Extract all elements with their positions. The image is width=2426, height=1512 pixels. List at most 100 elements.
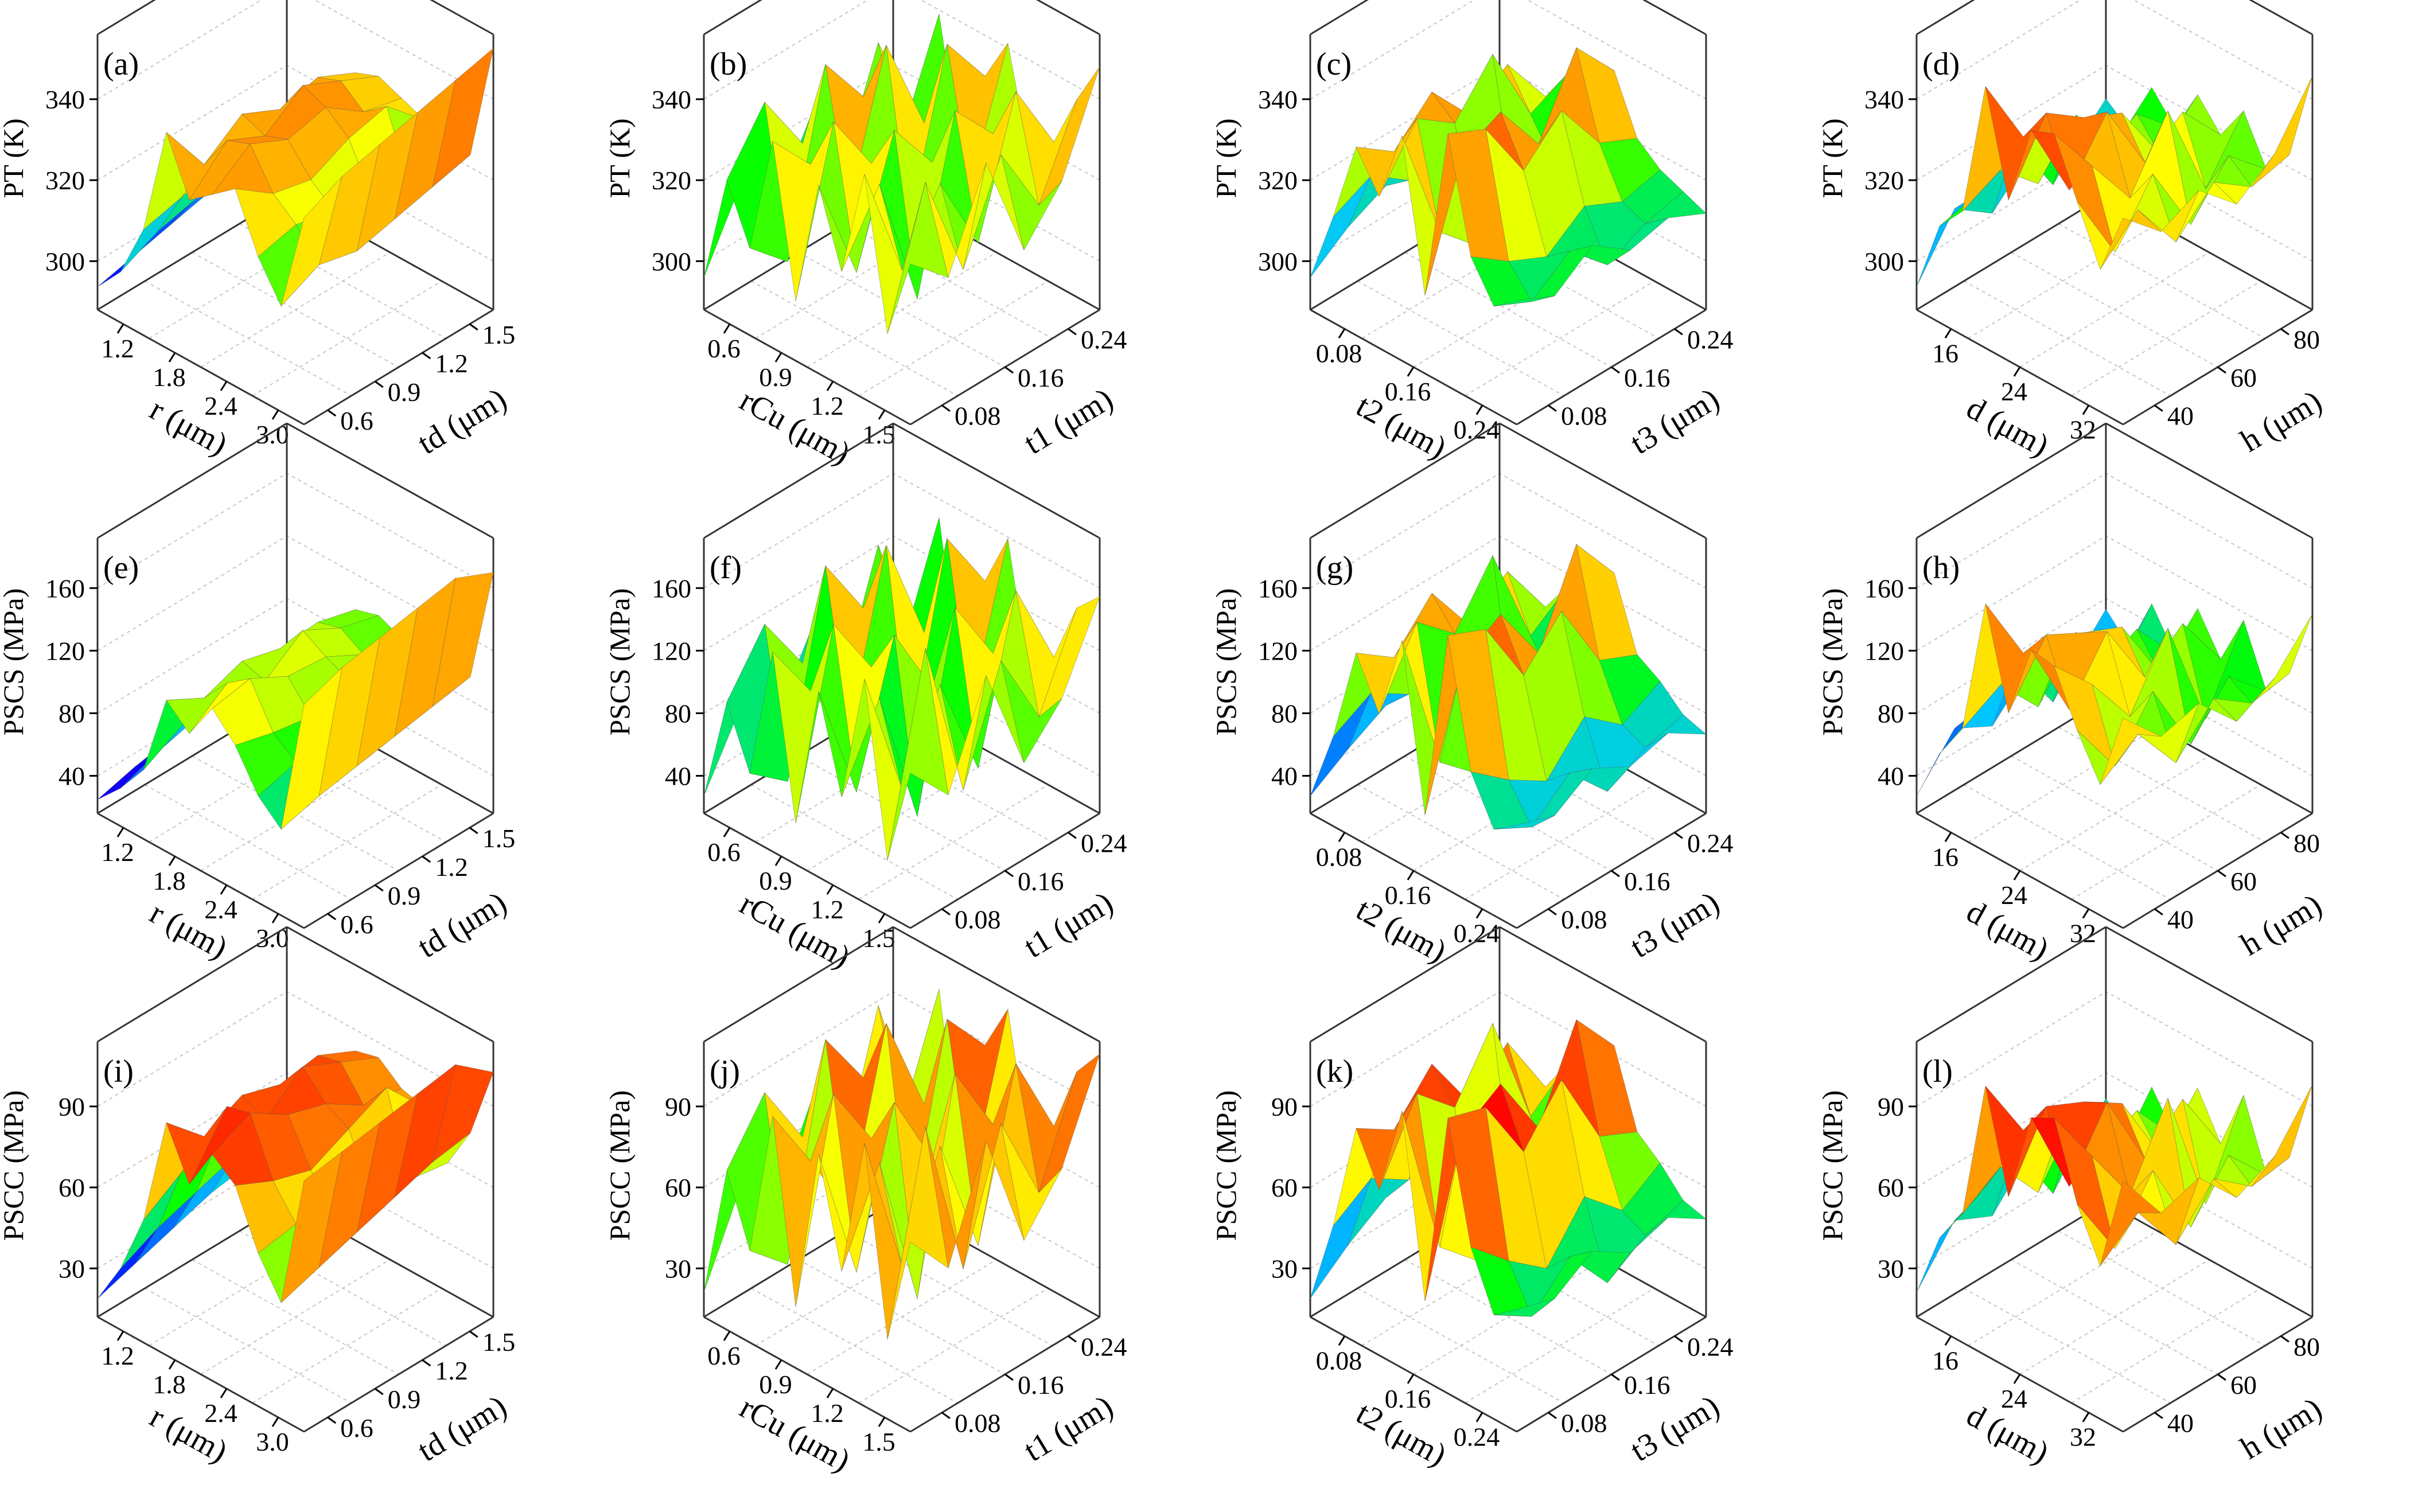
- y-tick-mark: [1611, 870, 1620, 878]
- floor-gridline: [755, 727, 945, 843]
- z-axis-label: PSCS (MPa): [0, 588, 29, 735]
- z-axis-label: PSCC (MPa): [1210, 1090, 1242, 1241]
- z-tick-label: 320: [1864, 166, 1904, 195]
- surface-cell: [281, 1151, 342, 1303]
- x-tick-mark: [1944, 328, 1952, 339]
- x-tick-label: 24: [2001, 880, 2027, 910]
- y-tick-label: 0.24: [1687, 325, 1734, 354]
- frame-edge: [703, 309, 911, 426]
- x-tick-mark: [878, 410, 886, 420]
- y-tick-mark: [2154, 404, 2163, 412]
- x-tick-label: 0.08: [1316, 1346, 1362, 1375]
- panel-letter: (a): [103, 46, 139, 82]
- surface: [1916, 603, 2313, 797]
- floor-gridline: [1465, 1288, 1655, 1404]
- x-tick-label: 0.24: [1454, 415, 1500, 445]
- floor-gridline: [1361, 727, 1552, 843]
- z-tick-label: 300: [652, 247, 691, 276]
- floor-gridline: [2019, 1259, 2210, 1375]
- wall-gridline: [703, 0, 1100, 100]
- x-tick-mark: [826, 884, 834, 895]
- floor-gridline: [807, 252, 997, 368]
- z-tick-label: 340: [1864, 85, 1904, 114]
- frame-edge: [1310, 926, 1500, 1043]
- z-tick-label: 80: [59, 699, 85, 728]
- x-tick-label: 0.24: [1454, 919, 1500, 948]
- x-tick-mark: [271, 1417, 279, 1427]
- surface-cell: [2100, 1180, 2162, 1267]
- z-tick-label: 160: [1864, 574, 1904, 603]
- surface: [703, 14, 1100, 334]
- y-tick-mark: [941, 404, 951, 412]
- floor-gridline: [149, 727, 339, 843]
- y-axis-label: t1 (μm): [1018, 885, 1119, 965]
- surface: [1916, 75, 2313, 287]
- y-tick-mark: [1004, 366, 1014, 374]
- y-tick-label: 0.08: [955, 905, 1001, 934]
- surface-cell: [281, 667, 342, 830]
- y-axis-label: t3 (μm): [1625, 381, 1726, 462]
- z-tick-label: 60: [59, 1173, 85, 1202]
- surface-cell: [887, 182, 949, 334]
- surface: [703, 517, 1100, 860]
- x-tick-label: 16: [1932, 1346, 1958, 1375]
- panel-letter: (j): [710, 1054, 740, 1089]
- frame-edge: [303, 309, 494, 426]
- panel-letter: (d): [1922, 46, 1960, 82]
- frame-edge: [2105, 1201, 2313, 1318]
- x-tick-mark: [1475, 908, 1483, 919]
- frame-edge: [1499, 422, 1707, 539]
- y-tick-mark: [374, 380, 384, 388]
- frame-edge: [1916, 926, 2106, 1043]
- y-tick-label: 1.5: [482, 824, 516, 853]
- y-tick-label: 1.2: [435, 852, 468, 882]
- z-tick-label: 30: [665, 1254, 691, 1283]
- y-tick-mark: [1611, 1373, 1620, 1381]
- x-tick-label: 24: [2001, 1384, 2027, 1413]
- frame-edge: [303, 1316, 494, 1433]
- y-tick-mark: [1674, 328, 1683, 336]
- z-tick-label: 120: [1258, 636, 1298, 665]
- floor-gridline: [2019, 252, 2210, 368]
- y-tick-label: 60: [2230, 1370, 2257, 1400]
- surface: [703, 989, 1100, 1340]
- floor-gridline: [149, 1230, 339, 1346]
- y-tick-mark: [374, 884, 384, 892]
- panel-letter: (i): [103, 1054, 134, 1089]
- y-tick-mark: [422, 855, 431, 863]
- frame-edge: [1310, 422, 1500, 539]
- y-tick-mark: [1068, 328, 1077, 336]
- floor-gridline: [2071, 280, 2261, 396]
- x-tick-label: 0.6: [707, 334, 741, 363]
- frame-edge: [1916, 194, 2106, 311]
- x-tick-mark: [116, 324, 124, 334]
- frame-edge: [1916, 1201, 2106, 1318]
- x-tick-mark: [1407, 1374, 1415, 1384]
- z-axis-label: PSCC (MPa): [1816, 1090, 1848, 1241]
- panel-letter: (c): [1316, 46, 1352, 82]
- z-tick-label: 60: [1271, 1173, 1298, 1202]
- x-tick-mark: [116, 1331, 124, 1341]
- floor-gridline: [1968, 727, 2158, 843]
- panel-letter: (e): [103, 550, 139, 586]
- y-axis-label: td (μm): [412, 1389, 513, 1469]
- z-tick-label: 120: [45, 636, 85, 665]
- surface-cell: [97, 1227, 159, 1299]
- floor-gridline: [149, 223, 339, 339]
- x-tick-mark: [271, 913, 279, 923]
- y-tick-label: 80: [2293, 828, 2320, 858]
- wall-gridline: [97, 0, 494, 100]
- x-tick-label: 1.2: [811, 391, 844, 420]
- x-tick-label: 3.0: [256, 1427, 289, 1456]
- frame-edge: [97, 422, 287, 539]
- floor-gridline: [1361, 223, 1552, 339]
- floor-gridline: [252, 1288, 442, 1404]
- z-axis-label: PT (K): [603, 118, 636, 198]
- floor-gridline: [858, 784, 1049, 900]
